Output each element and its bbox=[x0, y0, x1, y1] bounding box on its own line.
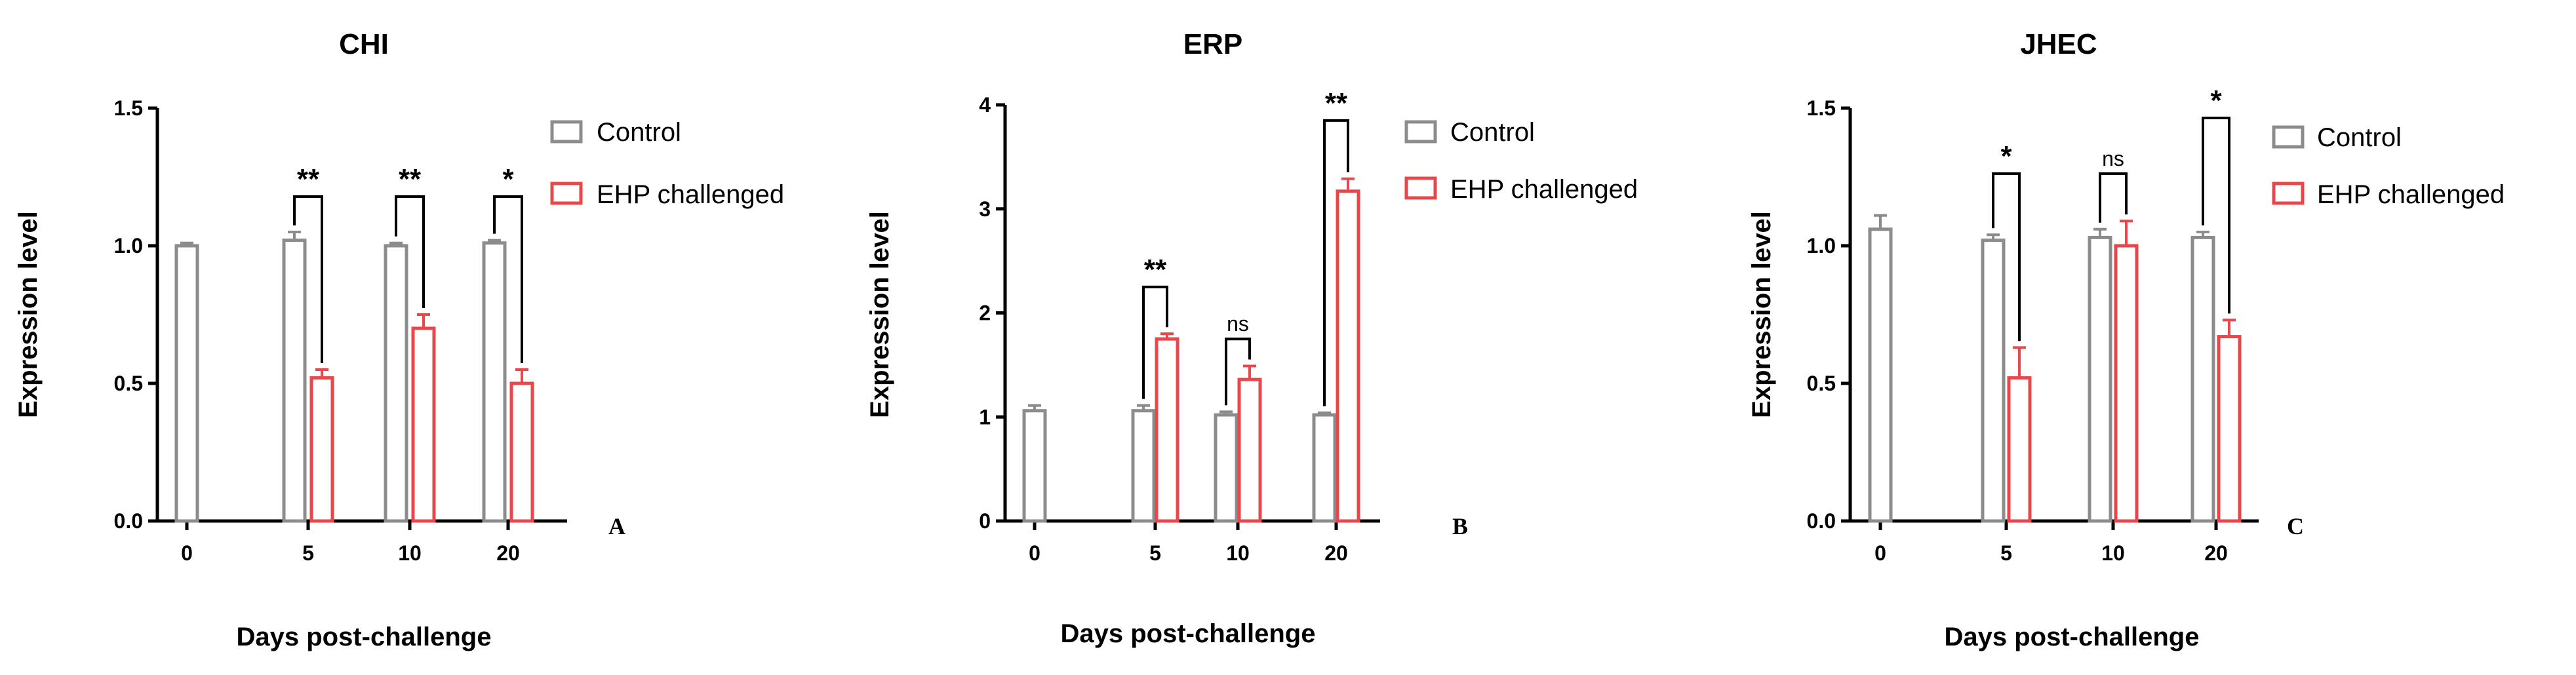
y-tick-label-a-3: 1.5 bbox=[114, 96, 143, 120]
x-tick-label-b-2: 10 bbox=[1226, 541, 1250, 565]
x-tick-label-c-3: 20 bbox=[2204, 541, 2228, 565]
y-axis-label-b: Expression level bbox=[865, 211, 894, 418]
panel-letter-a: A bbox=[608, 513, 625, 539]
bar-b-control-5 bbox=[1131, 409, 1156, 523]
y-tick-label-b-4: 4 bbox=[979, 93, 991, 117]
significance-label-b-20: ** bbox=[1325, 87, 1348, 119]
x-tick-label-a-2: 10 bbox=[398, 541, 422, 565]
bar-a-control-10 bbox=[384, 244, 408, 523]
legend-label-ehp-b: EHP challenged bbox=[1450, 175, 1638, 204]
x-tick-label-b-3: 20 bbox=[1324, 541, 1348, 565]
significance-label-a-20: * bbox=[502, 163, 514, 195]
x-axis-label-c: Days post-challenge bbox=[1944, 623, 2199, 651]
significance-label-c-20: * bbox=[2210, 85, 2222, 117]
bar-b-control-10 bbox=[1214, 413, 1238, 523]
bar-c-control-0 bbox=[1868, 227, 1893, 523]
y-tick-label-c-0: 0.0 bbox=[1807, 509, 1836, 533]
legend-swatch-control-b bbox=[1404, 120, 1437, 144]
y-tick-label-a-1: 0.5 bbox=[114, 372, 143, 395]
y-tick-label-b-1: 1 bbox=[979, 405, 991, 429]
legend-a: Control EHP challenged bbox=[550, 118, 784, 209]
x-tick-label-a-0: 0 bbox=[181, 541, 193, 565]
chart-title-a: CHI bbox=[339, 28, 389, 60]
legend-swatch-control-c bbox=[2272, 125, 2305, 149]
significance-label-a-5: ** bbox=[297, 163, 320, 195]
x-tick-label-a-1: 5 bbox=[302, 541, 314, 565]
x-tick-label-c-2: 10 bbox=[2101, 541, 2125, 565]
significance-bracket-c-10 bbox=[2099, 172, 2128, 223]
bar-b-control-0 bbox=[1022, 409, 1047, 523]
x-tick-label-b-0: 0 bbox=[1029, 541, 1040, 565]
significance-label-c-5: * bbox=[2000, 140, 2012, 172]
x-tick-label-b-1: 5 bbox=[1149, 541, 1161, 565]
bar-c-ehp-10 bbox=[2114, 244, 2139, 523]
x-tick-label-c-1: 5 bbox=[2000, 541, 2012, 565]
y-tick-label-c-2: 1.0 bbox=[1807, 234, 1836, 258]
legend-swatch-ehp-a bbox=[550, 182, 583, 205]
bar-a-control-20 bbox=[482, 241, 507, 523]
bar-b-ehp-10 bbox=[1237, 377, 1262, 523]
significance-bracket-b-20 bbox=[1323, 119, 1349, 406]
bar-b-ehp-5 bbox=[1155, 337, 1179, 523]
y-tick-label-b-0: 0 bbox=[979, 509, 991, 533]
significance-label-a-10: ** bbox=[399, 163, 422, 195]
significance-bracket-c-20 bbox=[2202, 117, 2230, 314]
legend-label-control-a: Control bbox=[597, 118, 681, 147]
significance-bracket-c-5 bbox=[1992, 172, 2021, 341]
y-tick-label-b-3: 3 bbox=[979, 197, 991, 221]
x-axis-label-a: Days post-challenge bbox=[236, 623, 491, 651]
chart-title-c: JHEC bbox=[2020, 28, 2097, 60]
panel-b: 0 1 2 3 4 0 5 10 20 ** ns ** ERP Expression level D… bbox=[865, 28, 1638, 648]
y-axis-label-c: Expression level bbox=[1747, 211, 1776, 418]
x-tick-label-c-0: 0 bbox=[1874, 541, 1886, 565]
x-axis-label-b: Days post-challenge bbox=[1060, 619, 1315, 648]
x-tick-label-a-3: 20 bbox=[496, 541, 520, 565]
chart-area-b: 0 1 2 3 4 0 5 10 20 ** ns ** bbox=[979, 87, 1380, 565]
y-tick-label-a-0: 0.0 bbox=[114, 509, 143, 533]
bar-b-control-20 bbox=[1312, 413, 1337, 523]
bar-c-control-20 bbox=[2190, 235, 2215, 523]
chart-area-a: 0.00.51.01.50 5 10 20** ** * bbox=[114, 96, 567, 565]
significance-bracket-b-10 bbox=[1225, 338, 1251, 406]
legend-swatch-control-a bbox=[550, 120, 583, 144]
panel-c: 0.0 0.5 1.0 1.5 0 5 10 20 * ns * JHEC Expression l… bbox=[1747, 28, 2505, 651]
panel-letter-c: C bbox=[2287, 513, 2304, 539]
y-tick-label-c-3: 1.5 bbox=[1807, 96, 1836, 120]
bar-a-ehp-10 bbox=[411, 326, 436, 523]
bar-c-control-5 bbox=[1981, 239, 2006, 523]
legend-c: Control EHP challenged bbox=[2272, 123, 2505, 209]
chart-title-b: ERP bbox=[1183, 28, 1242, 60]
legend-label-control-b: Control bbox=[1450, 118, 1535, 147]
legend-label-ehp-a: EHP challenged bbox=[597, 180, 784, 209]
bar-a-control-5 bbox=[282, 239, 307, 523]
bar-b-ehp-20 bbox=[1336, 189, 1360, 523]
panel-letter-b: B bbox=[1452, 513, 1468, 539]
y-axis-label-a: Expression level bbox=[14, 211, 43, 418]
significance-bracket-a-10 bbox=[395, 195, 425, 308]
legend-swatch-ehp-b bbox=[1404, 176, 1437, 200]
y-tick-label-c-1: 0.5 bbox=[1807, 372, 1836, 395]
legend-swatch-ehp-c bbox=[2272, 182, 2305, 205]
bar-c-ehp-20 bbox=[2217, 335, 2242, 523]
significance-label-c-10: ns bbox=[2102, 147, 2124, 170]
panel-a: 0.00.51.01.50 5 10 20** ** * CHI Expression l… bbox=[14, 28, 784, 651]
significance-label-b-10: ns bbox=[1227, 312, 1249, 336]
bar-a-ehp-20 bbox=[509, 381, 534, 523]
significance-label-b-5: ** bbox=[1144, 254, 1167, 286]
bar-c-control-10 bbox=[2088, 235, 2112, 523]
significance-bracket-b-5 bbox=[1142, 285, 1168, 399]
bar-a-ehp-5 bbox=[309, 376, 334, 523]
legend-label-ehp-c: EHP challenged bbox=[2317, 180, 2505, 209]
legend-b: Control EHP challenged bbox=[1404, 118, 1638, 204]
significance-bracket-a-20 bbox=[493, 195, 523, 363]
bar-a-control-0 bbox=[174, 244, 199, 523]
y-tick-label-b-2: 2 bbox=[979, 301, 991, 325]
legend-label-control-c: Control bbox=[2317, 123, 2402, 152]
y-tick-label-a-2: 1.0 bbox=[114, 234, 143, 258]
significance-bracket-a-5 bbox=[293, 195, 323, 363]
bar-c-ehp-5 bbox=[2007, 376, 2032, 523]
chart-area-c: 0.0 0.5 1.0 1.5 0 5 10 20 * ns * bbox=[1807, 85, 2259, 565]
